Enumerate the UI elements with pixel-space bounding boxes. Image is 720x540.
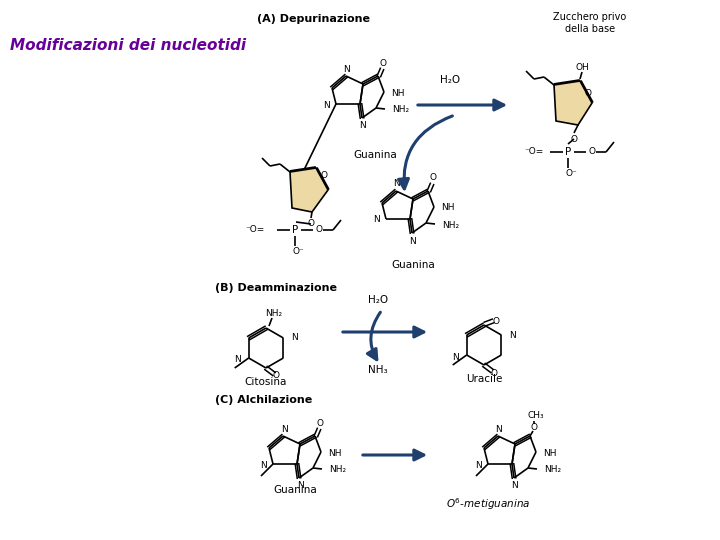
Text: N: N — [234, 355, 240, 364]
Text: Zucchero privo
della base: Zucchero privo della base — [554, 12, 626, 33]
Text: NH: NH — [543, 449, 557, 457]
Text: N: N — [292, 334, 298, 342]
Text: N: N — [452, 353, 459, 361]
Text: N: N — [475, 461, 482, 469]
Text: Uracile: Uracile — [466, 374, 502, 384]
Text: NH₂: NH₂ — [392, 105, 409, 114]
Text: N: N — [260, 461, 267, 469]
Text: N: N — [509, 330, 516, 340]
Text: ⁻O=: ⁻O= — [246, 226, 265, 234]
Text: O⁻: O⁻ — [292, 247, 304, 256]
Text: O: O — [490, 368, 498, 377]
Text: OH: OH — [575, 63, 589, 71]
Text: N: N — [343, 64, 351, 73]
Text: O: O — [430, 173, 436, 183]
Text: H₂O: H₂O — [440, 75, 460, 85]
Text: (A) Depurinazione: (A) Depurinazione — [257, 14, 370, 24]
Text: Modificazioni dei nucleotidi: Modificazioni dei nucleotidi — [10, 38, 246, 53]
Text: O: O — [531, 422, 538, 431]
Text: N: N — [410, 237, 416, 246]
Text: $O^6$-metiguanina: $O^6$-metiguanina — [446, 496, 530, 512]
Text: O: O — [588, 147, 595, 157]
Text: Guanina: Guanina — [353, 150, 397, 160]
Text: (B) Deamminazione: (B) Deamminazione — [215, 283, 337, 293]
Text: NH: NH — [328, 449, 341, 457]
Text: NH₂: NH₂ — [329, 465, 346, 475]
Polygon shape — [554, 81, 592, 125]
Text: N: N — [359, 122, 366, 131]
Text: Guanina: Guanina — [391, 260, 435, 270]
Text: NH: NH — [441, 204, 454, 213]
Text: N: N — [394, 179, 400, 188]
Text: P: P — [565, 147, 571, 157]
Text: N: N — [495, 424, 503, 434]
Text: O: O — [272, 372, 279, 381]
Text: N: N — [512, 482, 518, 490]
Text: O: O — [379, 58, 387, 68]
Text: Citosina: Citosina — [245, 377, 287, 387]
Text: Guanina: Guanina — [273, 485, 317, 495]
Text: N: N — [323, 100, 330, 110]
Text: H₂O: H₂O — [368, 295, 388, 305]
Text: NH₂: NH₂ — [266, 309, 282, 319]
Text: NH₂: NH₂ — [442, 220, 459, 230]
Text: NH₃: NH₃ — [368, 365, 388, 375]
Text: CH₃: CH₃ — [528, 411, 544, 421]
Text: O: O — [570, 134, 577, 144]
Text: N: N — [297, 482, 303, 490]
Text: O: O — [320, 172, 328, 180]
Text: N: N — [373, 215, 380, 225]
Polygon shape — [290, 168, 328, 212]
Text: O: O — [315, 226, 323, 234]
Text: O: O — [492, 316, 500, 326]
Text: O: O — [317, 418, 323, 428]
Text: O⁻: O⁻ — [565, 170, 577, 179]
Text: O: O — [585, 89, 592, 98]
Text: (C) Alchilazione: (C) Alchilazione — [215, 395, 312, 405]
Text: NH: NH — [391, 89, 405, 98]
Text: ⁻O=: ⁻O= — [525, 147, 544, 157]
Text: P: P — [292, 225, 298, 235]
Text: O: O — [307, 219, 315, 228]
Text: NH₂: NH₂ — [544, 465, 561, 475]
Text: N: N — [281, 424, 287, 434]
